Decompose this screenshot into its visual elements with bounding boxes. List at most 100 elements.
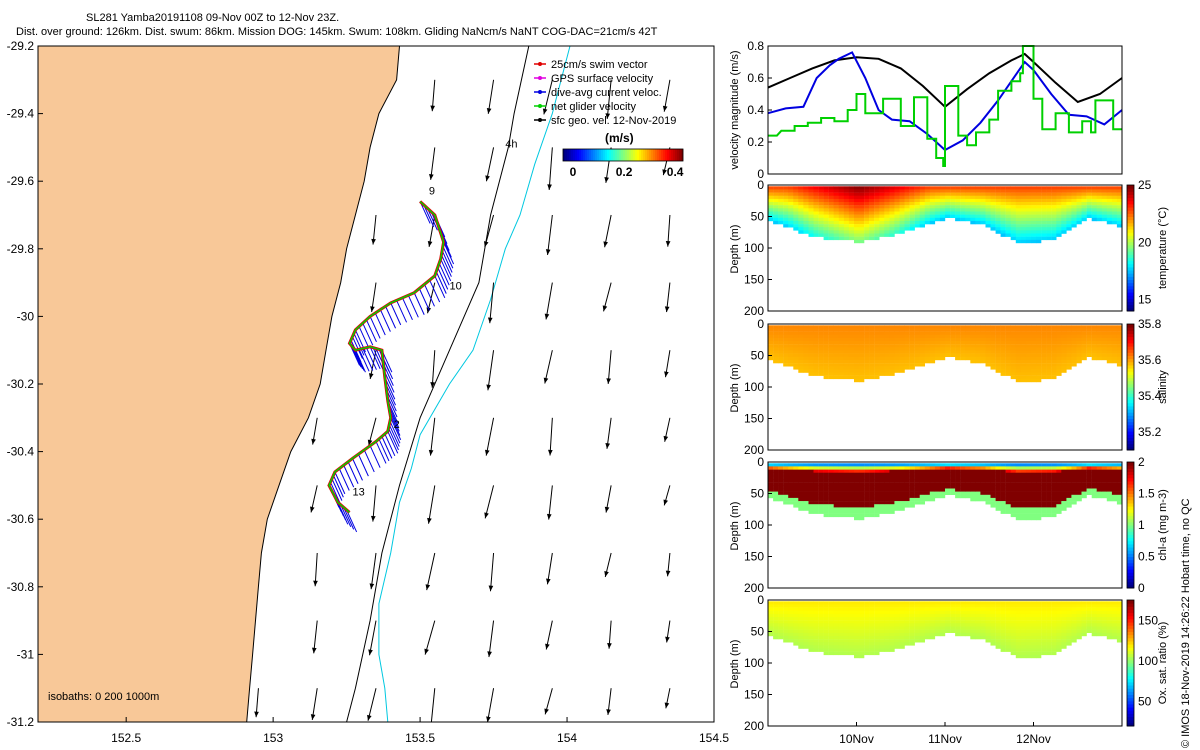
section-cell xyxy=(985,472,991,477)
section-cell xyxy=(945,472,951,477)
section-cell xyxy=(1010,189,1016,193)
section-cell xyxy=(813,482,819,486)
section-cell xyxy=(793,331,799,335)
section-cell xyxy=(970,334,976,339)
dac-vector xyxy=(337,502,349,525)
section-cell xyxy=(924,334,931,339)
section-cell xyxy=(1106,472,1113,477)
section-cell xyxy=(859,645,865,649)
section-cell xyxy=(889,195,895,200)
section-cell xyxy=(1106,189,1113,193)
section-cell xyxy=(773,337,779,342)
section-cell xyxy=(828,186,834,190)
section-cell xyxy=(808,369,814,373)
section-cell xyxy=(1116,497,1123,502)
section-cell xyxy=(1066,642,1072,646)
section-cell xyxy=(929,607,936,611)
section-cell xyxy=(783,192,789,196)
section-cell xyxy=(1041,504,1047,508)
section-cell xyxy=(975,463,981,467)
section-cell xyxy=(985,488,991,492)
section-cell xyxy=(1031,472,1037,477)
section-cell xyxy=(1041,510,1047,514)
section-cell xyxy=(889,507,895,511)
section-cell xyxy=(859,475,865,480)
section-cell xyxy=(1020,205,1027,209)
section-cell xyxy=(1010,648,1016,652)
section-cell xyxy=(778,497,784,502)
section-cell xyxy=(843,363,850,367)
colorbar-cell xyxy=(1127,634,1134,639)
section-cell xyxy=(1046,331,1052,335)
section-cell xyxy=(768,331,774,335)
section-cell xyxy=(828,651,834,656)
section-cell xyxy=(980,491,986,495)
section-cell xyxy=(1020,472,1027,477)
section-cell xyxy=(1056,469,1062,473)
section-cell xyxy=(1116,494,1123,499)
section-cell xyxy=(823,220,829,225)
section-cell xyxy=(838,463,845,467)
section-cell xyxy=(869,347,875,351)
section-cell xyxy=(828,334,834,339)
section-cell xyxy=(975,620,981,624)
section-cell xyxy=(859,328,865,332)
section-cell xyxy=(1051,504,1057,508)
section-cell xyxy=(833,205,839,209)
section-cell xyxy=(798,366,804,370)
section-cell xyxy=(894,347,900,351)
colorbar-cell xyxy=(1127,694,1134,699)
section-cell xyxy=(869,208,875,212)
section-cell xyxy=(1000,186,1006,190)
section-cell xyxy=(783,211,789,215)
section-cell xyxy=(884,356,890,361)
section-cell xyxy=(884,363,890,367)
dac-vector xyxy=(346,509,358,533)
section-cell xyxy=(1056,648,1062,652)
section-cell xyxy=(1076,344,1082,348)
section-cell xyxy=(1036,632,1042,637)
section-cell xyxy=(1015,350,1022,354)
section-cell xyxy=(939,472,946,477)
section-cell xyxy=(975,626,981,630)
section-cell xyxy=(914,494,920,499)
section-cell xyxy=(899,494,905,499)
section-cell xyxy=(1041,463,1047,467)
section-cell xyxy=(1086,325,1092,329)
section-cell xyxy=(818,233,824,237)
section-cell xyxy=(1096,623,1102,627)
section-cell xyxy=(823,344,829,348)
section-cell xyxy=(945,350,951,354)
section-cell xyxy=(1005,353,1011,357)
section-cell xyxy=(854,604,860,608)
section-cell xyxy=(1000,617,1006,621)
section-cell xyxy=(1020,642,1027,646)
colorbar-cell xyxy=(581,149,584,161)
section-cell xyxy=(879,331,885,335)
section-cell xyxy=(773,472,779,477)
section-cell xyxy=(980,479,986,483)
section-cell xyxy=(1061,331,1067,335)
section-cell xyxy=(818,353,824,357)
section-cell xyxy=(1036,642,1042,646)
section-cell xyxy=(793,347,799,351)
section-cell xyxy=(1031,341,1037,345)
section-cell xyxy=(1036,217,1042,222)
section-cell xyxy=(955,331,961,335)
section-cell xyxy=(904,202,910,206)
section-cell xyxy=(1076,214,1082,218)
section-cell xyxy=(778,629,784,633)
section-cell xyxy=(1116,220,1123,225)
section-cell xyxy=(1041,220,1047,225)
section-cell xyxy=(869,479,875,483)
section-cell xyxy=(990,220,996,225)
section-cell xyxy=(1010,350,1016,354)
colorbar-cell xyxy=(661,149,664,161)
section-cell xyxy=(843,233,850,237)
section-cell xyxy=(1005,497,1011,502)
section-cell xyxy=(1071,494,1077,499)
section-cell xyxy=(1056,507,1062,511)
y-tick-label: 150 xyxy=(744,273,764,287)
section-cell xyxy=(985,623,991,627)
section-cell xyxy=(788,363,794,367)
